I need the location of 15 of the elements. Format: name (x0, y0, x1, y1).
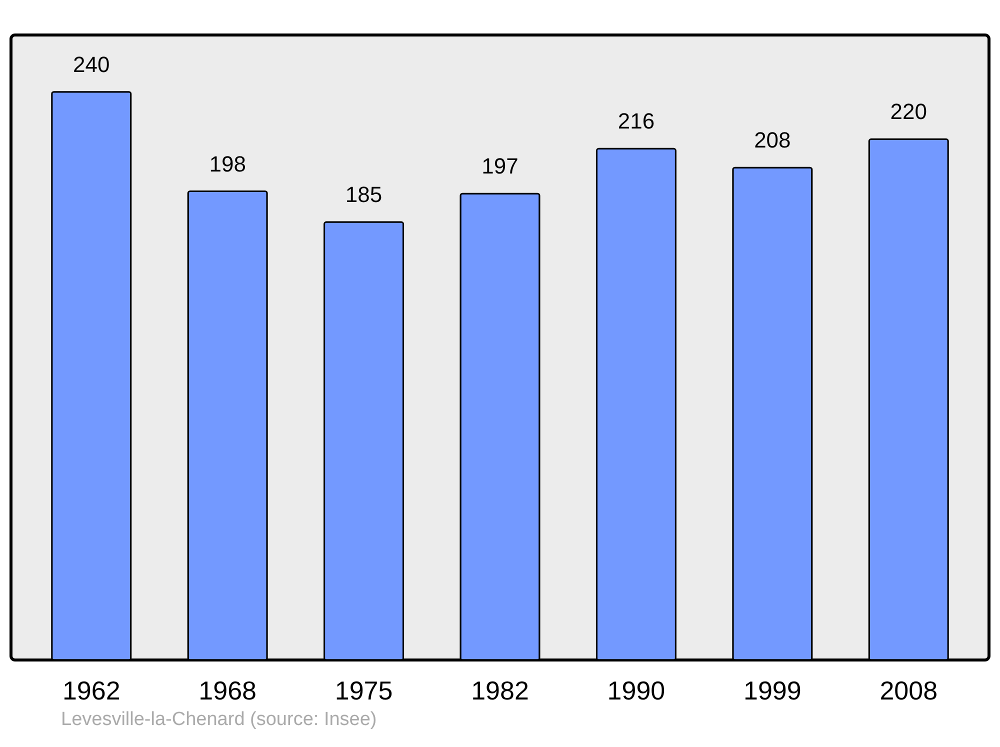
data-label: 197 (482, 154, 518, 179)
x-tick-label: 2008 (880, 676, 938, 706)
x-tick-label: 1975 (334, 676, 393, 706)
x-tick-label: 1968 (198, 676, 256, 706)
data-label: 220 (890, 99, 927, 124)
text: Levesville-la-Chenard (source: Insee) (61, 709, 377, 730)
x-tick-label: 1990 (607, 676, 666, 706)
x-tick-label: 1962 (62, 676, 120, 706)
x-tick-label: 1999 (744, 676, 802, 706)
data-label: 198 (209, 151, 246, 176)
x-tick-label: 1982 (471, 676, 529, 706)
data-label: 185 (345, 182, 382, 208)
data-label: 208 (754, 128, 791, 153)
data-label: 240 (73, 52, 110, 77)
data-label: 216 (618, 108, 655, 134)
